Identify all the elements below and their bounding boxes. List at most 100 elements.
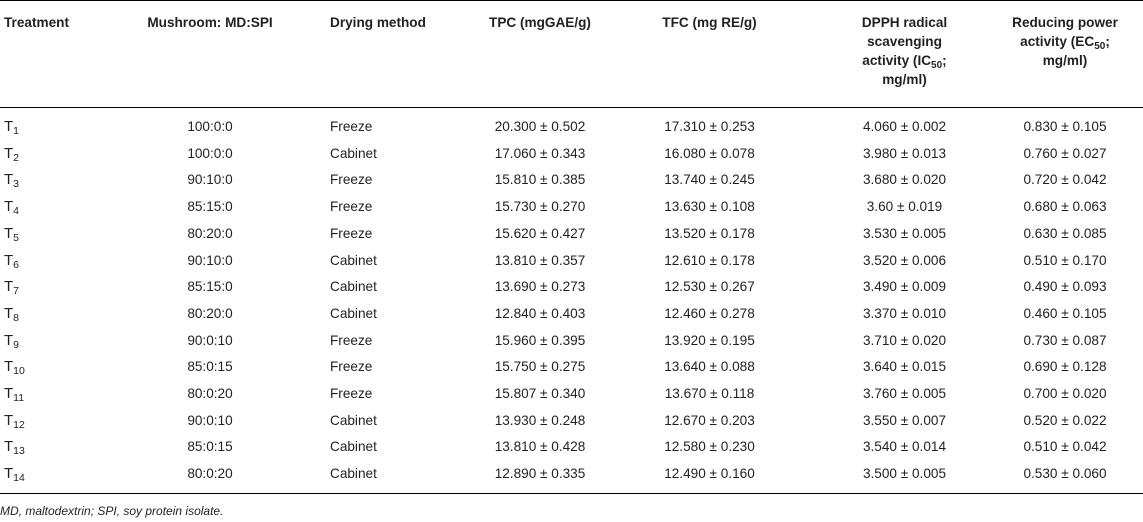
cell-drying-method: Freeze [330, 172, 373, 188]
cell-dpph: 3.530 ± 0.005 [862, 225, 947, 241]
cell-drying-method: Freeze [330, 199, 373, 215]
cell-dpph: 4.060 ± 0.002 [862, 119, 947, 134]
cell-ratio: 80:0:20 [187, 386, 233, 401]
cell-reducing-power: 0.830 ± 0.105 [1023, 119, 1107, 134]
header-drying-method: Drying method [330, 15, 426, 30]
cell-ratio: 80:0:20 [187, 466, 233, 482]
cell-dpph: 3.540 ± 0.014 [862, 439, 947, 455]
table-row: T1 100:0:0 Freeze 20.300 ± 0.502 17.310 ± 0.… [0, 114, 1143, 140]
cell-tfc: 12.670 ± 0.203 [664, 412, 755, 428]
cell-reducing-power: 0.690 ± 0.128 [1023, 359, 1107, 375]
cell-treatment: T3 [4, 171, 20, 191]
cell-tfc: 17.310 ± 0.253 [664, 119, 755, 134]
cell-tfc: 12.490 ± 0.160 [664, 466, 755, 482]
cell-ratio: 85:15:0 [187, 279, 233, 295]
header-dpph: DPPH radical scavenging activity (IC50; … [822, 13, 987, 89]
cell-ratio: 85:15:0 [187, 199, 233, 215]
table-top-rule [0, 0, 1143, 1]
cell-drying-method: Cabinet [330, 145, 377, 161]
cell-tpc: 12.890 ± 0.335 [494, 466, 586, 482]
table-row: T6 90:10:0 Cabinet 13.810 ± 0.357 12.610 ± 0… [0, 248, 1143, 274]
header-dpph-line2: scavenging [867, 34, 942, 49]
header-tpc: TPC (mgGAE/g) [489, 15, 591, 30]
cell-drying-method: Freeze [330, 386, 373, 401]
cell-tfc: 13.920 ± 0.195 [664, 332, 755, 348]
header-rule [0, 107, 1143, 108]
cell-tfc: 16.080 ± 0.078 [664, 145, 755, 161]
cell-reducing-power: 0.460 ± 0.105 [1023, 305, 1107, 321]
cell-reducing-power: 0.520 ± 0.022 [1023, 412, 1107, 428]
cell-drying-method: Cabinet [330, 439, 377, 455]
header-tfc: TFC (mg RE/g) [662, 15, 757, 30]
cell-reducing-power: 0.760 ± 0.027 [1023, 145, 1107, 161]
cell-tpc: 13.930 ± 0.248 [494, 412, 586, 428]
cell-ratio: 90:10:0 [187, 172, 233, 188]
cell-ratio: 90:10:0 [187, 252, 233, 268]
table-row: T3 90:10:0 Freeze 15.810 ± 0.385 13.740 ± 0.… [0, 167, 1143, 193]
header-red-line3: mg/ml) [1042, 53, 1088, 68]
header-dpph-line3: activity (IC50; [862, 53, 947, 71]
cell-drying-method: Freeze [330, 225, 373, 241]
cell-treatment: T11 [4, 385, 25, 404]
cell-tpc: 15.807 ± 0.340 [494, 386, 586, 401]
table-row: T2 100:0:0 Cabinet 17.060 ± 0.343 16.080 ± 0… [0, 141, 1143, 167]
cell-dpph: 3.980 ± 0.013 [862, 145, 947, 161]
cell-dpph: 3.500 ± 0.005 [862, 466, 947, 482]
cell-tpc: 13.690 ± 0.273 [494, 279, 586, 295]
cell-drying-method: Freeze [330, 332, 373, 348]
cell-tfc: 13.520 ± 0.178 [664, 225, 755, 241]
cell-reducing-power: 0.730 ± 0.087 [1023, 332, 1107, 348]
table-row: T8 80:20:0 Cabinet 12.840 ± 0.403 12.460 ± 0… [0, 301, 1143, 327]
cell-tpc: 15.750 ± 0.275 [494, 359, 586, 375]
cell-tpc: 17.060 ± 0.343 [494, 145, 586, 161]
cell-reducing-power: 0.720 ± 0.042 [1023, 172, 1107, 188]
cell-tpc: 12.840 ± 0.403 [494, 305, 586, 321]
cell-drying-method: Cabinet [330, 279, 377, 295]
cell-treatment: T2 [4, 144, 20, 164]
cell-dpph: 3.490 ± 0.009 [862, 279, 947, 295]
cell-drying-method: Freeze [330, 119, 373, 134]
cell-drying-method: Cabinet [330, 305, 377, 321]
header-red-line2: activity (EC50; [1020, 34, 1110, 52]
cell-ratio: 80:20:0 [187, 225, 233, 241]
cell-dpph: 3.520 ± 0.006 [862, 252, 947, 268]
cell-drying-method: Cabinet [330, 252, 377, 268]
cell-tpc: 13.810 ± 0.357 [494, 252, 586, 268]
table-row: T10 85:0:15 Freeze 15.750 ± 0.275 13.640 ± 0… [0, 354, 1143, 380]
cell-drying-method: Cabinet [330, 412, 377, 428]
cell-treatment: T4 [4, 198, 20, 218]
cell-treatment: T5 [4, 224, 20, 244]
cell-tfc: 13.630 ± 0.108 [664, 199, 755, 215]
cell-treatment: T9 [4, 331, 20, 351]
header-treatment: Treatment [4, 15, 69, 30]
cell-ratio: 90:0:10 [187, 412, 233, 428]
cell-dpph: 3.550 ± 0.007 [862, 412, 947, 428]
cell-dpph: 3.710 ± 0.020 [862, 332, 947, 348]
header-red-line1: Reducing power [1012, 15, 1118, 30]
cell-dpph: 3.370 ± 0.010 [862, 305, 947, 321]
cell-reducing-power: 0.680 ± 0.063 [1023, 199, 1107, 215]
cell-tfc: 12.580 ± 0.230 [664, 439, 755, 455]
cell-ratio: 80:20:0 [187, 305, 233, 321]
cell-tpc: 20.300 ± 0.502 [494, 119, 586, 134]
cell-ratio: 90:0:10 [187, 332, 233, 348]
header-reducing-power: Reducing power activity (EC50; mg/ml) [990, 13, 1140, 70]
cell-ratio: 85:0:15 [187, 439, 233, 455]
cell-reducing-power: 0.630 ± 0.085 [1023, 225, 1107, 241]
table-row: T11 80:0:20 Freeze 15.807 ± 0.340 13.670 ± 0… [0, 381, 1143, 407]
cell-tpc: 15.810 ± 0.385 [494, 172, 586, 188]
table-row: T14 80:0:20 Cabinet 12.890 ± 0.335 12.490 ± … [0, 461, 1143, 487]
header-ratio: Mushroom: MD:SPI [147, 15, 273, 30]
cell-treatment: T12 [4, 411, 25, 431]
cell-tpc: 13.810 ± 0.428 [494, 439, 586, 455]
cell-tpc: 15.730 ± 0.270 [494, 199, 586, 215]
cell-reducing-power: 0.490 ± 0.093 [1023, 279, 1107, 295]
cell-tpc: 15.620 ± 0.427 [494, 225, 586, 241]
cell-tfc: 12.460 ± 0.278 [664, 305, 755, 321]
cell-reducing-power: 0.510 ± 0.042 [1023, 439, 1107, 455]
table-row: T7 85:15:0 Cabinet 13.690 ± 0.273 12.530 ± 0… [0, 274, 1143, 300]
cell-treatment: T8 [4, 304, 20, 324]
cell-dpph: 3.60 ± 0.019 [866, 199, 943, 215]
header-dpph-line4: mg/ml) [882, 72, 927, 87]
cell-dpph: 3.640 ± 0.015 [862, 359, 947, 375]
